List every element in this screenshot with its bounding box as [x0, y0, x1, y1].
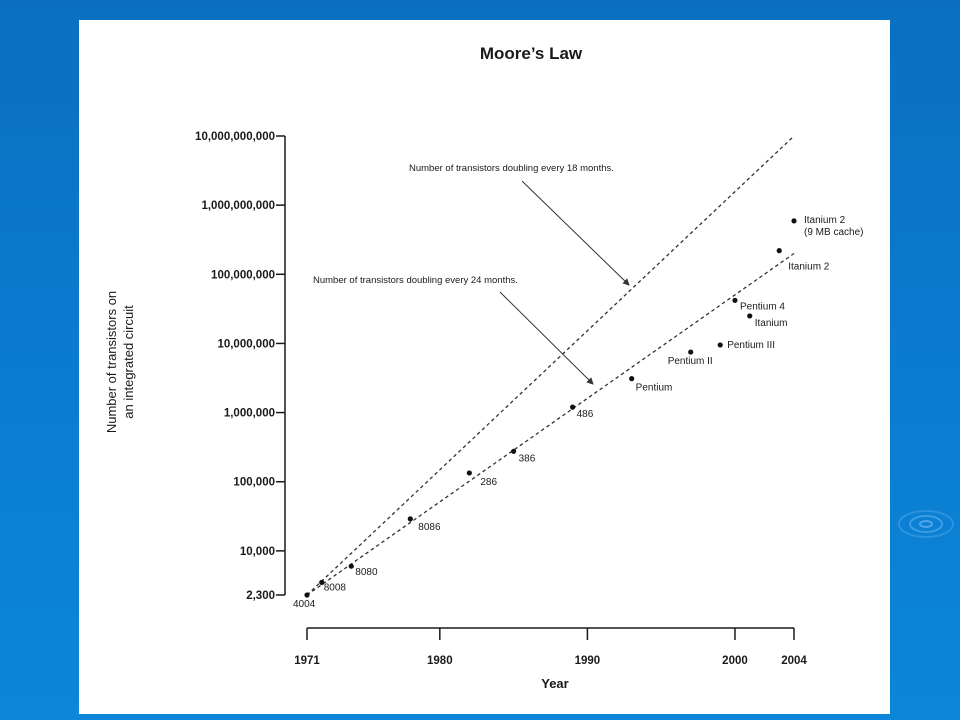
x-tick-label: 1980 [427, 655, 453, 667]
x-axis: 1971 1980 1990 2000 2004 [294, 627, 807, 667]
data-point-label: 386 [519, 453, 536, 464]
data-point [348, 563, 354, 569]
slide-panel [79, 20, 890, 714]
annotation-arrow [521, 180, 630, 286]
data-point-label: 8008 [324, 582, 347, 593]
data-point [570, 404, 576, 410]
annotation-text: Number of transistors doubling every 18 … [409, 163, 614, 174]
data-point [747, 313, 753, 319]
data-point [688, 349, 694, 355]
data-point-label: Pentium 4 [740, 301, 785, 312]
data-point-label: Pentium [636, 383, 673, 394]
data-point [511, 448, 517, 454]
data-point [776, 248, 782, 254]
y-tick-label: 1,000,000 [224, 408, 275, 420]
y-tick-label: 2,300 [246, 590, 275, 602]
data-point-label: 4004 [293, 599, 316, 610]
data-point [629, 376, 635, 382]
data-point [407, 516, 413, 522]
data-points: 4004 8008 8080 8086 286 386 486 Pentium Pentium … [293, 215, 863, 610]
trend-lines [306, 135, 795, 596]
data-point [466, 470, 472, 476]
data-point-label: Itanium [755, 318, 788, 329]
y-axis-label-line-2: an integrated circuit [121, 305, 136, 419]
x-tick-label: 1971 [294, 655, 320, 667]
y-axis: 2,300 10,000 100,000 1,000,000 10,000,000 100… [195, 131, 286, 602]
x-axis-label: Year [541, 676, 568, 691]
y-tick-label: 10,000,000 [217, 338, 275, 350]
y-tick-label: 100,000 [233, 477, 275, 489]
data-point-label: 486 [577, 409, 594, 420]
y-tick-label: 100,000,000 [211, 269, 275, 281]
data-point-label: 286 [480, 477, 497, 488]
data-point [319, 579, 325, 585]
trend-line [306, 252, 795, 596]
ripple-decoration [898, 510, 954, 538]
data-point-label: Itanium 2 (9 MB cache) [804, 215, 863, 238]
x-tick-label: 2000 [722, 655, 748, 667]
chart-title: Moore’s Law [480, 44, 583, 63]
annotations: Number of transistors doubling every 18 … [313, 163, 630, 385]
data-point-label: 8080 [355, 567, 378, 578]
annotation-text: Number of transistors doubling every 24 … [313, 275, 518, 286]
trend-line [306, 135, 795, 596]
data-point [304, 592, 310, 598]
data-point-label: Pentium II [668, 356, 713, 367]
y-tick-label: 10,000 [240, 546, 275, 558]
x-tick-label: 2004 [781, 655, 807, 667]
y-tick-label: 1,000,000,000 [201, 200, 275, 212]
data-point [717, 342, 723, 348]
x-tick-label: 1990 [575, 655, 601, 667]
data-point-label: Itanium 2 [788, 262, 830, 273]
y-axis-label-line-1: Number of transistors on [104, 291, 119, 433]
data-point-label: Pentium III [727, 340, 775, 351]
y-tick-label: 10,000,000,000 [195, 131, 275, 143]
annotation-arrow [499, 291, 594, 385]
data-point [791, 218, 797, 224]
data-point [732, 297, 738, 303]
data-point-label: 8086 [418, 522, 441, 533]
